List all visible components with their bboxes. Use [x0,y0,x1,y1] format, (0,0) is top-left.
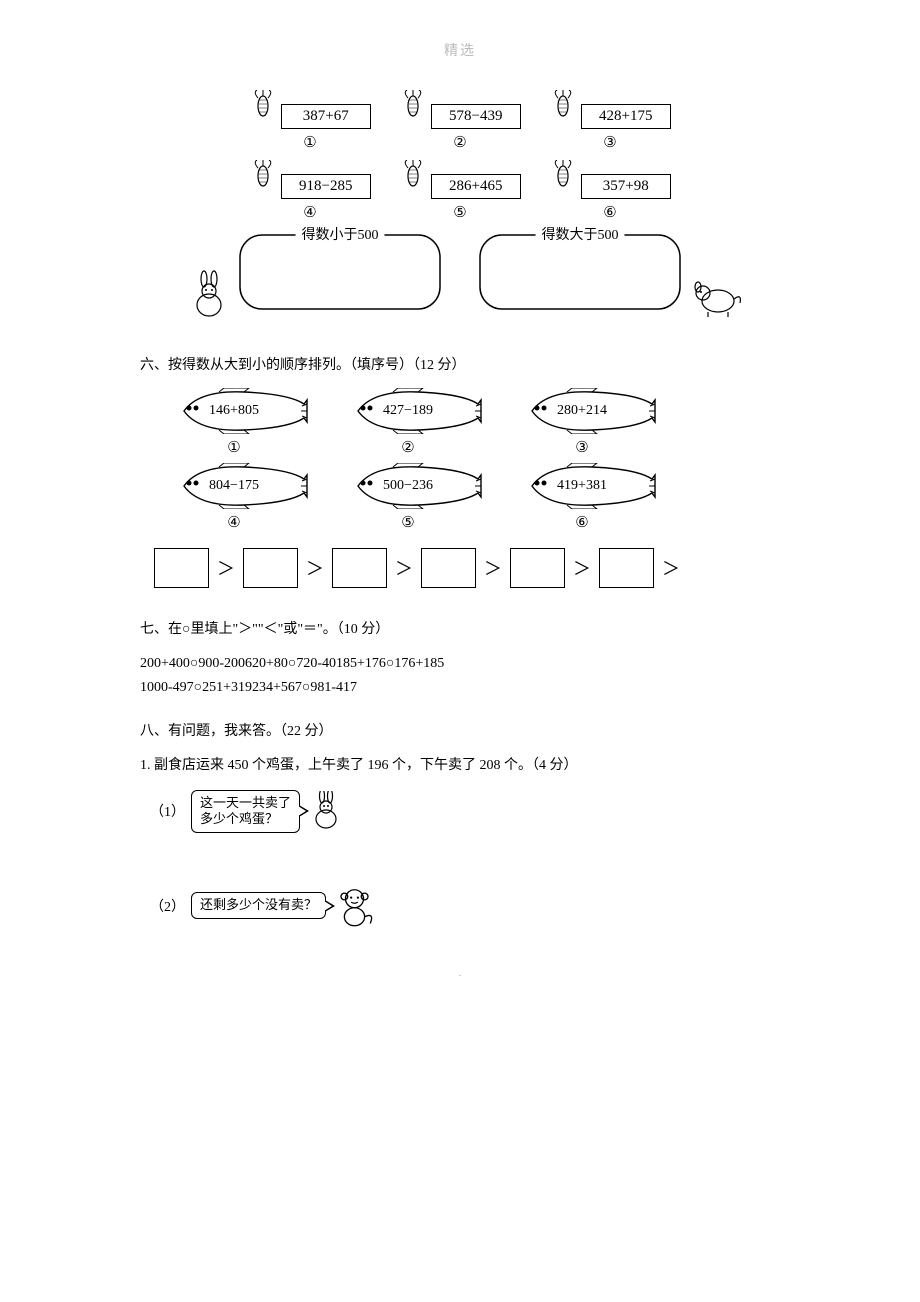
expr-box: 357+98 [581,174,671,199]
q8-sub2: （2） 还剩多少个没有卖？ [150,883,780,928]
speech-bubble: 这一天一共卖了 多少个鸡蛋？ [191,790,300,834]
section8-title: 八、有问题，我来答。（22 分） [140,720,780,740]
fish-item-1: 146+805 ① [154,388,314,457]
bucket-left: 得数小于500 [235,234,445,314]
fish-expr: 419+381 [557,478,607,494]
q7-lines: 200+400○900-200620+80○720-40185+176○176+… [140,652,780,700]
bucket-row: 得数小于500 得数大于500 [140,234,780,314]
q8-sub1: （1） 这一天一共卖了 多少个鸡蛋？ [150,790,780,834]
gt-symbol: ＞ [215,555,237,581]
corn-item-4: 918−285 ④ [245,160,375,222]
corn-icon [249,90,277,118]
watermark-text: 精选 [140,40,780,60]
corn-item-5: 286+465 ⑤ [395,160,525,222]
fish-expr: 427−189 [383,403,433,419]
sort-box[interactable] [510,548,565,588]
corn-icon [549,90,577,118]
corn-item-1: 387+67 ① [245,90,375,152]
gt-symbol: ＞ [304,555,326,581]
circ-num: ① [154,438,314,457]
fish-item-6: 419+381 ⑥ [502,463,662,532]
sort-row: ＞ ＞ ＞ ＞ ＞ ＞ [154,548,780,588]
fish-item-4: 804−175 ④ [154,463,314,532]
section7-title: 七、在○里填上"＞""＜"或"＝"。（10 分） [140,618,780,638]
q8-intro: 1. 副食店运来 450 个鸡蛋，上午卖了 196 个，下午卖了 208 个。（… [140,754,780,774]
sort-box[interactable] [154,548,209,588]
gt-symbol: ＞ [571,555,593,581]
speech-text: 还剩多少个没有卖？ [200,897,317,912]
sort-box[interactable] [421,548,476,588]
gt-symbol: ＞ [393,555,415,581]
speech-bubble: 还剩多少个没有卖？ [191,892,326,919]
circ-num: ⑥ [545,203,675,222]
circ-num: ③ [502,438,662,457]
speech-line1: 这一天一共卖了 [200,795,291,812]
footer-dot: . [140,968,780,978]
expr-box: 918−285 [281,174,371,199]
circ-num: ⑥ [502,513,662,532]
sort-box[interactable] [332,548,387,588]
fish-grid: 146+805 ① 427−189 ② 280+214 ③ 804−175 ④ … [154,388,780,532]
circ-num: ① [245,133,375,152]
rabbit-icon [306,791,346,831]
corn-grid: 387+67 ① 578−439 ② 428+175 ③ 918−285 ④ 2… [140,90,780,222]
expr-box: 428+175 [581,104,671,129]
bucket-right-label: 得数大于500 [536,224,625,244]
q8-1-label: （1） [150,801,185,821]
fish-item-5: 500−236 ⑤ [328,463,488,532]
q7-line1: 200+400○900-200620+80○720-40185+176○176+… [140,652,780,676]
expr-box: 387+67 [281,104,371,129]
q8-2-label: （2） [150,896,185,916]
fish-expr: 146+805 [209,403,259,419]
circ-num: ② [395,133,525,152]
sort-box[interactable] [243,548,298,588]
fish-item-2: 427−189 ② [328,388,488,457]
expr-box: 578−439 [431,104,521,129]
corn-item-2: 578−439 ② [395,90,525,152]
expr-box: 286+465 [431,174,521,199]
bucket-left-label: 得数小于500 [296,224,385,244]
speech-line2: 多少个鸡蛋？ [200,811,291,828]
circ-num: ⑤ [328,513,488,532]
circ-num: ③ [545,133,675,152]
fish-expr: 804−175 [209,478,259,494]
rabbit-icon [189,273,229,318]
corn-item-6: 357+98 ⑥ [545,160,675,222]
corn-icon [399,90,427,118]
gt-symbol: ＞ [482,555,504,581]
fish-expr: 280+214 [557,403,607,419]
gt-symbol: ＞ [660,555,682,581]
circ-num: ④ [245,203,375,222]
fish-expr: 500−236 [383,478,433,494]
monkey-icon [332,883,377,928]
bucket-right: 得数大于500 [475,234,685,314]
corn-icon [399,160,427,188]
section6-title: 六、按得数从大到小的顺序排列。（填序号）（12 分） [140,354,780,374]
corn-icon [549,160,577,188]
sort-box[interactable] [599,548,654,588]
corn-icon [249,160,277,188]
corn-item-3: 428+175 ③ [545,90,675,152]
fish-item-3: 280+214 ③ [502,388,662,457]
circ-num: ② [328,438,488,457]
dog-icon [690,273,745,318]
q7-line2: 1000-497○251+319234+567○981-417 [140,676,780,700]
circ-num: ④ [154,513,314,532]
circ-num: ⑤ [395,203,525,222]
